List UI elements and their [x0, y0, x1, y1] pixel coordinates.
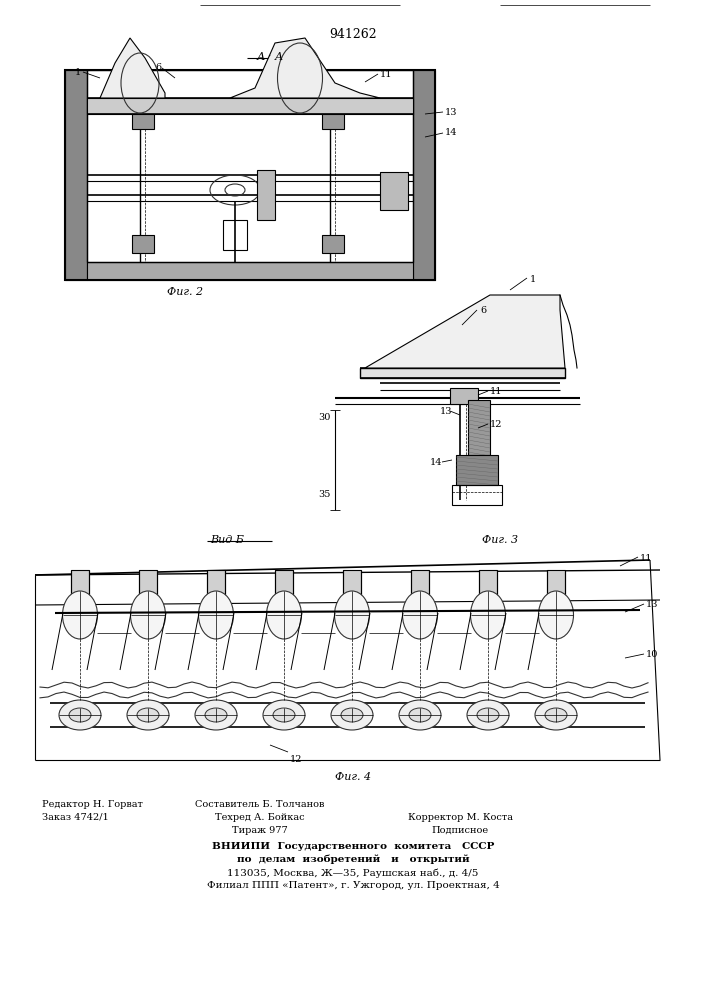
- Text: 13: 13: [445, 108, 457, 117]
- Ellipse shape: [199, 591, 233, 639]
- Text: 6: 6: [480, 306, 486, 315]
- Ellipse shape: [399, 700, 441, 730]
- Bar: [322, 114, 344, 129]
- Bar: [479, 570, 497, 598]
- Ellipse shape: [267, 591, 301, 639]
- Bar: [380, 172, 408, 210]
- Text: Подписное: Подписное: [431, 826, 489, 835]
- Ellipse shape: [539, 591, 573, 639]
- Text: по  делам  изобретений   и   открытий: по делам изобретений и открытий: [237, 855, 469, 864]
- Polygon shape: [365, 295, 565, 368]
- Bar: [275, 570, 293, 598]
- Text: 35: 35: [318, 490, 330, 499]
- Ellipse shape: [59, 700, 101, 730]
- Polygon shape: [230, 38, 380, 98]
- Bar: [65, 70, 435, 280]
- Bar: [87, 262, 413, 280]
- Ellipse shape: [467, 700, 509, 730]
- Ellipse shape: [205, 708, 227, 722]
- Text: Фиг. 3: Фиг. 3: [482, 535, 518, 545]
- Text: А · А: А · А: [257, 52, 284, 62]
- Bar: [322, 235, 344, 253]
- Ellipse shape: [127, 700, 169, 730]
- Text: Фиг. 2: Фиг. 2: [167, 287, 203, 297]
- Ellipse shape: [477, 708, 499, 722]
- Text: Редактор Н. Горват: Редактор Н. Горват: [42, 800, 143, 809]
- Text: 6: 6: [155, 63, 161, 72]
- Text: 1: 1: [530, 275, 536, 284]
- Text: 1: 1: [75, 68, 81, 77]
- Ellipse shape: [341, 708, 363, 722]
- Text: 11: 11: [380, 70, 392, 79]
- Ellipse shape: [409, 708, 431, 722]
- Ellipse shape: [545, 708, 567, 722]
- Polygon shape: [100, 38, 165, 98]
- Bar: [450, 388, 478, 404]
- Text: 941262: 941262: [329, 28, 377, 41]
- Ellipse shape: [470, 591, 506, 639]
- Bar: [452, 485, 502, 505]
- Text: Фиг. 4: Фиг. 4: [335, 772, 371, 782]
- Bar: [223, 220, 247, 250]
- Text: ВНИИПИ  Государственного  комитета   СССР: ВНИИПИ Государственного комитета СССР: [212, 842, 494, 851]
- Ellipse shape: [195, 700, 237, 730]
- Ellipse shape: [137, 708, 159, 722]
- Bar: [343, 570, 361, 598]
- Text: 14: 14: [445, 128, 457, 137]
- Bar: [413, 70, 435, 280]
- Ellipse shape: [273, 708, 295, 722]
- Text: 10: 10: [646, 650, 658, 659]
- Ellipse shape: [62, 591, 98, 639]
- Text: 13: 13: [646, 600, 658, 609]
- Ellipse shape: [131, 591, 165, 639]
- Text: 113035, Москва, Ж—35, Раушская наб., д. 4/5: 113035, Москва, Ж—35, Раушская наб., д. …: [228, 868, 479, 878]
- Bar: [87, 70, 413, 262]
- Ellipse shape: [402, 591, 438, 639]
- Text: Составитель Б. Толчанов: Составитель Б. Толчанов: [195, 800, 325, 809]
- Text: 11: 11: [490, 387, 503, 396]
- Bar: [71, 570, 89, 598]
- Bar: [411, 570, 429, 598]
- Ellipse shape: [331, 700, 373, 730]
- Text: 13: 13: [440, 407, 452, 416]
- Bar: [65, 70, 87, 280]
- Text: Филиал ППП «Патент», г. Ужгород, ул. Проектная, 4: Филиал ППП «Патент», г. Ужгород, ул. Про…: [206, 881, 499, 890]
- Bar: [132, 235, 154, 253]
- Text: 12: 12: [290, 755, 303, 764]
- Text: 11: 11: [640, 554, 653, 563]
- Text: Корректор М. Коста: Корректор М. Коста: [407, 813, 513, 822]
- Bar: [132, 114, 154, 129]
- Bar: [468, 400, 490, 455]
- Bar: [257, 170, 275, 220]
- Bar: [139, 570, 157, 598]
- Ellipse shape: [263, 700, 305, 730]
- Text: 30: 30: [318, 413, 330, 422]
- Ellipse shape: [334, 591, 370, 639]
- Text: 14: 14: [430, 458, 443, 467]
- Ellipse shape: [535, 700, 577, 730]
- Bar: [456, 455, 498, 485]
- Bar: [547, 570, 565, 598]
- Polygon shape: [360, 368, 565, 378]
- Text: Тираж 977: Тираж 977: [232, 826, 288, 835]
- Text: Техред А. Бойкас: Техред А. Бойкас: [215, 813, 305, 822]
- Bar: [207, 570, 225, 598]
- Bar: [87, 98, 413, 114]
- Ellipse shape: [69, 708, 91, 722]
- Text: 12: 12: [490, 420, 503, 429]
- Text: Вид Б: Вид Б: [210, 535, 244, 545]
- Text: Заказ 4742/1: Заказ 4742/1: [42, 813, 109, 822]
